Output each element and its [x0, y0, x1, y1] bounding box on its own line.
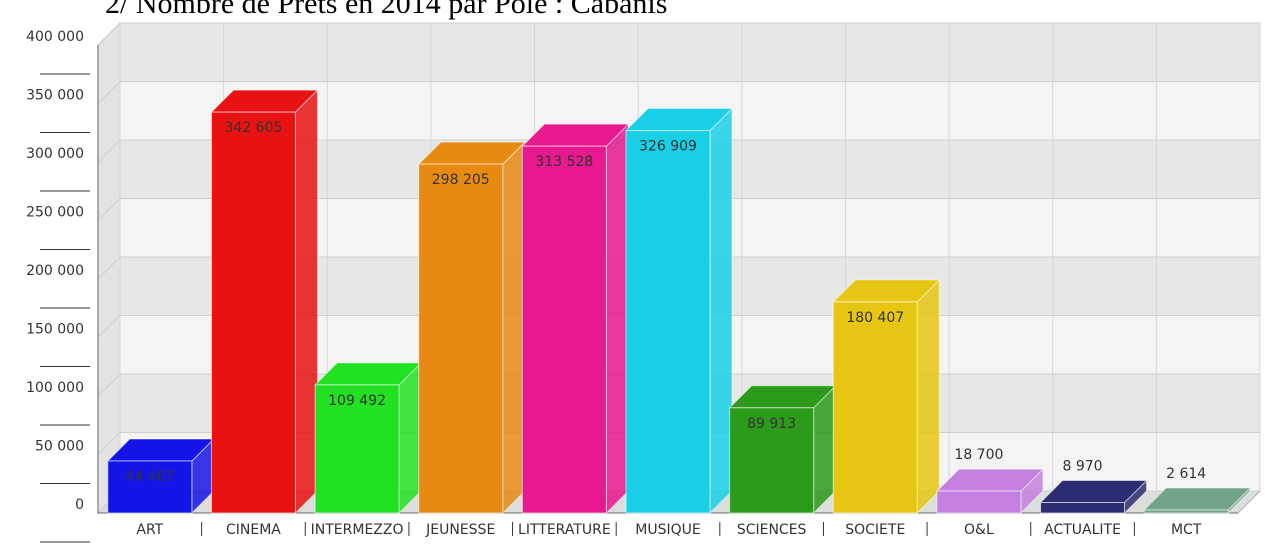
y-tick-label: 100 000 — [26, 380, 84, 396]
bar-side — [916, 278, 940, 515]
x-tick-label: INTERMEZZO — [311, 522, 404, 538]
bar-shine — [521, 145, 607, 514]
bar-shine — [1040, 502, 1126, 514]
x-tick-label: O&L — [964, 522, 994, 538]
grid-line — [97, 198, 1260, 221]
data-label: 2 614 — [1166, 466, 1206, 482]
wall-band — [120, 23, 1260, 82]
bar-side — [605, 122, 629, 515]
data-label: 342 605 — [225, 120, 283, 136]
y-tick-label: 350 000 — [26, 88, 84, 104]
grid-line — [97, 139, 1260, 163]
x-tick-label: ART — [136, 522, 163, 538]
bar-side — [502, 140, 526, 515]
bar-shine — [418, 163, 504, 514]
y-tick-label: 150 000 — [26, 322, 84, 338]
data-label: 313 528 — [535, 154, 593, 170]
bar-shine — [1143, 509, 1229, 514]
x-tick-label: JEUNESSE — [425, 522, 495, 538]
x-tick-label: MCT — [1171, 522, 1202, 538]
y-tick-label: 250 000 — [26, 205, 84, 221]
x-tick-label: SCIENCES — [737, 522, 807, 538]
data-label: 326 909 — [639, 139, 697, 155]
x-tick-label: ACTUALITE — [1044, 522, 1121, 538]
bar-shine — [107, 460, 193, 514]
grid-line — [97, 22, 1260, 46]
y-tick-label: 400 000 — [26, 29, 84, 45]
y-tick-label: 200 000 — [26, 263, 84, 279]
bar-shine — [729, 407, 815, 514]
bar-shine — [936, 490, 1022, 514]
bar-shine — [832, 301, 918, 514]
y-tick-label: 300 000 — [26, 146, 84, 162]
x-tick-label: LITTERATURE — [518, 522, 611, 538]
data-label: 180 407 — [846, 310, 904, 326]
grid-line — [97, 81, 1260, 104]
y-tick-label: 0 — [75, 497, 84, 513]
x-tick-label: CINEMA — [226, 522, 281, 538]
bar-side — [294, 88, 318, 515]
bar-side — [709, 107, 733, 515]
bar-shine — [625, 130, 711, 514]
bar-shine — [314, 384, 400, 514]
data-label: 8 970 — [1062, 459, 1102, 475]
chart-title: 2/ Nombre de Prêts en 2014 par Pôle : Ca… — [105, 0, 667, 20]
data-label: 109 492 — [328, 393, 386, 409]
data-label: 18 700 — [954, 447, 1003, 463]
data-label: 298 205 — [432, 172, 490, 188]
x-tick-label: MUSIQUE — [635, 522, 700, 538]
x-tick-label: SOCIETE — [845, 522, 905, 538]
data-label: 89 913 — [747, 416, 796, 432]
bar-side — [398, 361, 422, 515]
data-label: 44 467 — [125, 469, 174, 485]
y-tick-label: 50 000 — [35, 439, 84, 455]
bar-shine — [210, 111, 296, 514]
grid-line — [97, 256, 1260, 280]
